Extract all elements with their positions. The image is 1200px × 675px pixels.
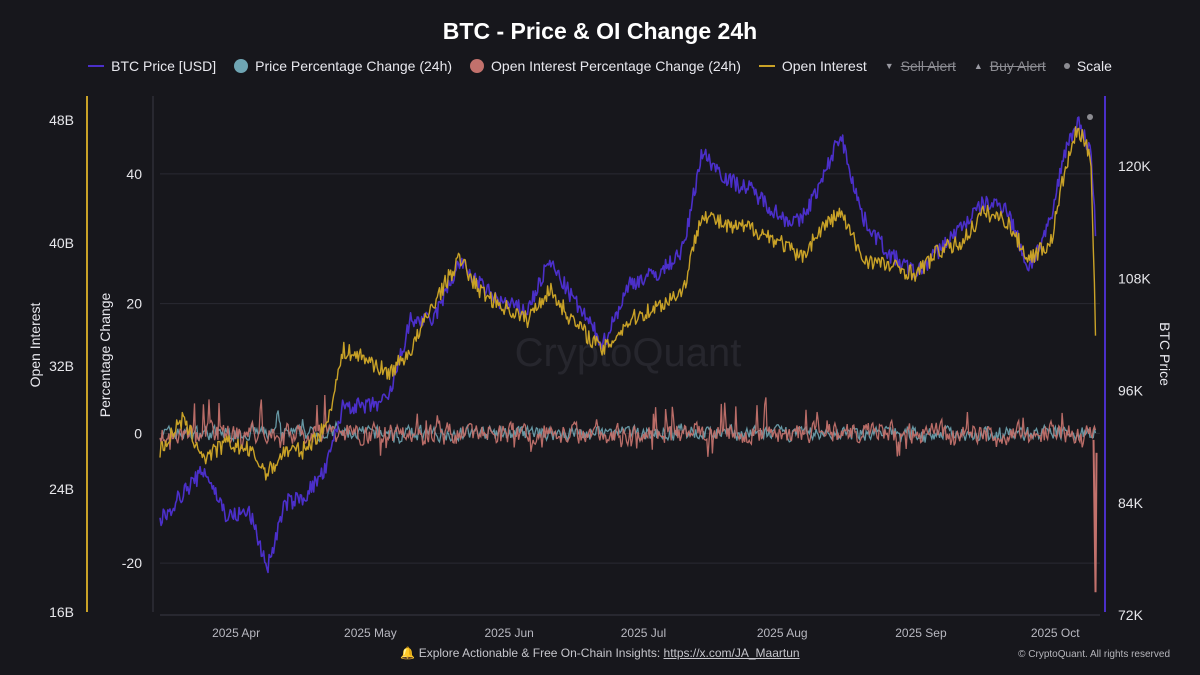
x-tick-label: 2025 Jul (621, 626, 666, 640)
btc-price-line (159, 116, 1097, 574)
legend-item-btc-price[interactable]: BTC Price [USD] (88, 58, 216, 74)
legend-label: Open Interest (781, 58, 867, 74)
bell-icon: 🔔 (400, 646, 416, 660)
oi-tick-label: 32B (49, 358, 74, 374)
oi-tick-label: 16B (49, 604, 74, 620)
chart-axes (86, 96, 1106, 616)
circle-icon (234, 59, 249, 73)
open-interest-line (159, 126, 1097, 481)
legend-item-open-interest[interactable]: Open Interest (758, 58, 867, 74)
oi-tick-label: 40B (49, 235, 74, 251)
footer: 🔔 Explore Actionable & Free On-Chain Ins… (0, 646, 1200, 660)
legend-label: Sell Alert (900, 58, 956, 74)
oi-tick-label: 48B (49, 112, 74, 128)
pct-tick-label: 20 (126, 296, 142, 312)
chart-watermark: CryptoQuant (515, 331, 742, 375)
circle-icon (470, 59, 485, 73)
oi-tick-label: 24B (49, 481, 74, 497)
scale-indicator-dot[interactable] (1087, 114, 1093, 120)
legend-label: BTC Price [USD] (111, 58, 217, 74)
chart-legend: BTC Price [USD] Price Percentage Change … (0, 58, 1200, 74)
btc-price-axis-title: BTC Price (1157, 322, 1173, 386)
btc-tick-label: 96K (1118, 383, 1144, 399)
open-interest-axis-title: Open Interest (27, 302, 43, 387)
plot-area (159, 116, 1098, 593)
legend-item-buy-alert[interactable]: ▲ Buy Alert (974, 58, 1046, 74)
legend-label: Scale (1076, 58, 1112, 74)
oi-change-crash-spike (1092, 439, 1098, 593)
price-percentage-change-line (159, 410, 1097, 445)
x-tick-label: 2025 Sep (895, 626, 947, 640)
x-tick-label: 2025 May (344, 626, 397, 640)
pct-tick-label: 40 (126, 166, 142, 182)
triangle-down-icon: ▼ (884, 61, 894, 71)
btc-tick-label: 108K (1118, 270, 1151, 286)
copyright-notice: © CryptoQuant. All rights reserved (1018, 649, 1170, 660)
x-tick-label: 2025 Aug (757, 626, 808, 640)
triangle-up-icon: ▲ (973, 61, 983, 71)
line-icon (88, 65, 105, 67)
btc-tick-label: 120K (1118, 158, 1151, 174)
open-interest-percentage-change-line (159, 394, 1097, 457)
footer-link[interactable]: https://x.com/JA_Maartun (663, 646, 800, 660)
legend-item-scale[interactable]: Scale (1063, 58, 1112, 74)
legend-item-sell-alert[interactable]: ▼ Sell Alert (885, 58, 956, 74)
x-tick-label: 2025 Apr (212, 626, 260, 640)
legend-label: Price Percentage Change (24h) (255, 58, 453, 74)
line-icon (758, 65, 775, 67)
legend-item-price-percentage-change[interactable]: Price Percentage Change (24h) (234, 58, 452, 74)
percentage-change-axis-title: Percentage Change (97, 293, 113, 418)
legend-label: Buy Alert (989, 58, 1046, 74)
axis-ticks: -20 0 20 40 16B 24B 32B 40B 48B 72K 84K 96K 108K 120K… (49, 112, 1151, 640)
pct-tick-label: 0 (134, 425, 142, 441)
chart-title: BTC - Price & OI Change 24h (442, 18, 758, 44)
pct-tick-label: -20 (122, 555, 142, 571)
btc-tick-label: 84K (1118, 495, 1144, 511)
btc-tick-label: 72K (1118, 607, 1144, 623)
x-tick-label: 2025 Oct (1031, 626, 1080, 640)
footer-text: Explore Actionable & Free On-Chain Insig… (418, 646, 661, 660)
x-tick-label: 2025 Jun (484, 626, 533, 640)
legend-label: Open Interest Percentage Change (24h) (491, 58, 741, 74)
legend-item-open-interest-percentage-change[interactable]: Open Interest Percentage Change (24h) (470, 58, 741, 74)
dot-icon (1063, 63, 1070, 69)
